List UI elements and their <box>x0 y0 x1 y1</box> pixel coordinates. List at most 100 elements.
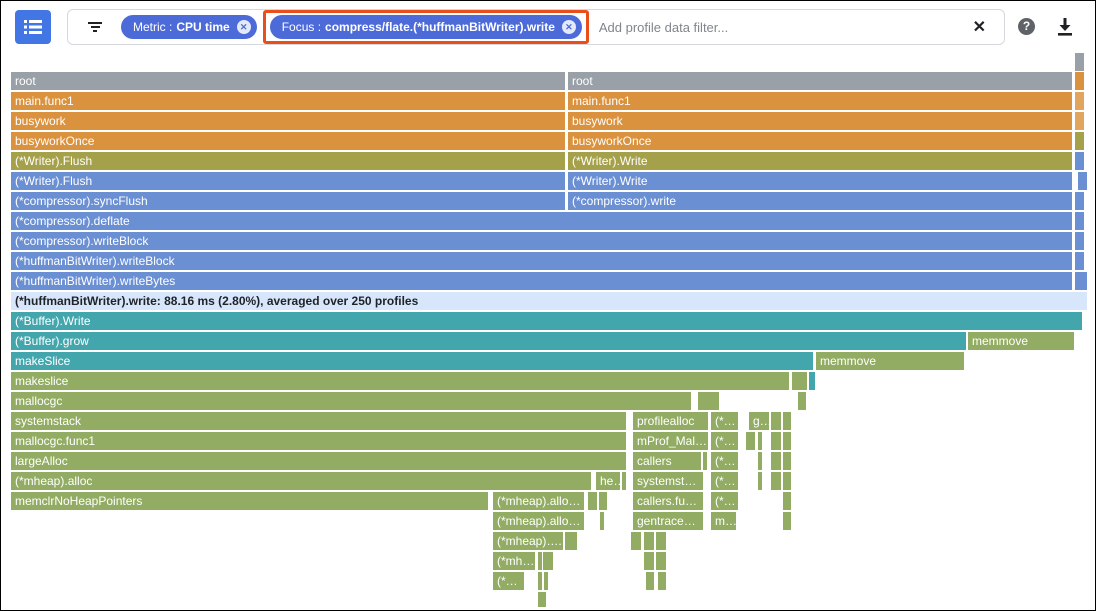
focus-chip[interactable]: Focus : compress/flate.(*huffmanBitWrite… <box>269 15 582 39</box>
flame-frame[interactable]: (*Buffer).grow <box>11 332 966 350</box>
flame-frame[interactable]: (*Writer).Flush <box>11 152 565 170</box>
flame-frame[interactable] <box>703 452 707 470</box>
flame-frame[interactable] <box>771 452 781 470</box>
flame-frame[interactable]: m… <box>711 512 736 530</box>
flame-frame[interactable]: (*compressor).syncFlush <box>11 192 565 210</box>
flame-frame[interactable]: mallocgc <box>11 392 691 410</box>
flame-frame[interactable]: memmove <box>968 332 1074 350</box>
flame-frame[interactable] <box>622 472 626 490</box>
flame-frame[interactable]: memmove <box>816 352 964 370</box>
flame-frame[interactable] <box>783 492 791 510</box>
flame-frame[interactable] <box>1075 53 1084 71</box>
flame-frame[interactable]: (*Writer).Write <box>568 172 1072 190</box>
flame-frame[interactable] <box>631 532 641 550</box>
flame-frame[interactable] <box>771 472 781 490</box>
flame-frame[interactable]: (*compressor).write <box>568 192 1072 210</box>
flame-frame[interactable] <box>1075 272 1087 290</box>
flame-frame[interactable]: systemst… <box>633 472 703 490</box>
flame-frame[interactable]: systemstack <box>11 412 626 430</box>
flame-frame[interactable] <box>809 372 815 390</box>
flame-frame[interactable] <box>783 512 791 530</box>
flame-frame[interactable] <box>644 532 654 550</box>
filter-input[interactable]: Add profile data filter... <box>598 19 729 35</box>
flame-frame[interactable] <box>1075 252 1084 270</box>
flame-frame[interactable] <box>758 432 762 450</box>
flame-frame[interactable] <box>565 532 569 550</box>
flame-frame[interactable]: main.func1 <box>11 92 565 110</box>
flame-frame[interactable]: (*… <box>493 572 524 590</box>
flame-frame[interactable]: (*compressor).deflate <box>11 212 1072 230</box>
help-icon[interactable]: ? <box>1018 18 1035 35</box>
flame-frame[interactable] <box>746 432 755 450</box>
flame-frame[interactable] <box>656 552 666 570</box>
flame-frame[interactable]: (*mheap).allo… <box>493 492 584 510</box>
flame-frame-focus[interactable]: (*huffmanBitWriter).write: 88.16 ms (2.8… <box>11 292 1087 310</box>
flame-frame[interactable] <box>1075 92 1084 110</box>
flame-frame[interactable]: mallocgc.func1 <box>11 432 626 450</box>
flame-frame[interactable] <box>783 472 791 490</box>
flame-frame[interactable]: callers <box>633 452 701 470</box>
flame-frame[interactable] <box>1075 72 1084 90</box>
flame-frame[interactable] <box>1075 192 1084 210</box>
flame-frame[interactable] <box>1075 152 1084 170</box>
flame-frame[interactable] <box>758 452 762 470</box>
flame-frame[interactable] <box>1075 212 1084 230</box>
flame-frame[interactable] <box>646 572 654 590</box>
flame-frame[interactable]: makeSlice <box>11 352 813 370</box>
flame-frame[interactable]: main.func1 <box>568 92 1072 110</box>
flame-frame[interactable]: g… <box>749 412 769 430</box>
flame-frame[interactable]: busywork <box>568 112 1072 130</box>
flame-frame[interactable]: (*mheap).alloc <box>11 472 591 490</box>
flame-frame[interactable] <box>783 452 791 470</box>
flame-frame[interactable]: callers.fu… <box>633 492 703 510</box>
flame-frame[interactable]: he… <box>596 472 620 490</box>
metric-chip-remove-icon[interactable]: ✕ <box>236 20 251 34</box>
flame-frame[interactable]: (*mheap)…. <box>493 532 563 550</box>
flame-frame[interactable]: (*Writer).Flush <box>11 172 565 190</box>
flame-frame[interactable]: (*huffmanBitWriter).writeBlock <box>11 252 1072 270</box>
flame-frame[interactable]: busyworkOnce <box>568 132 1072 150</box>
flame-frame[interactable] <box>783 412 791 430</box>
flame-frame[interactable] <box>1075 232 1084 250</box>
flame-frame[interactable]: memclrNoHeapPointers <box>11 492 488 510</box>
flame-frame[interactable]: (*… <box>711 472 738 490</box>
flame-frame[interactable] <box>588 492 597 510</box>
flame-frame[interactable]: (*… <box>711 432 738 450</box>
flame-frame[interactable] <box>698 392 719 410</box>
flame-frame[interactable] <box>771 412 781 430</box>
flame-frame[interactable]: (*Writer).Write <box>568 152 1072 170</box>
flame-frame[interactable] <box>644 552 654 570</box>
flame-frame[interactable] <box>599 492 607 510</box>
flame-frame[interactable]: (*Buffer).Write <box>11 312 1082 330</box>
flame-frame[interactable]: (*… <box>711 492 738 510</box>
profile-list-button[interactable] <box>15 10 51 44</box>
metric-chip[interactable]: Metric : CPU time ✕ <box>121 15 257 39</box>
download-icon[interactable] <box>1056 17 1074 36</box>
flame-frame[interactable]: (*compressor).writeBlock <box>11 232 1072 250</box>
flame-frame[interactable]: (*mh… <box>493 552 535 570</box>
flame-frame[interactable]: gentrace… <box>633 512 703 530</box>
flame-frame[interactable] <box>543 552 553 570</box>
flame-frame[interactable] <box>538 552 542 570</box>
flame-frame[interactable]: busyworkOnce <box>11 132 565 150</box>
flame-frame[interactable] <box>658 572 666 590</box>
flame-frame[interactable] <box>538 572 542 590</box>
flame-frame[interactable]: profilealloc <box>633 412 708 430</box>
flame-frame[interactable] <box>544 572 548 590</box>
flame-frame[interactable]: (*… <box>711 452 738 470</box>
flame-frame[interactable] <box>538 592 546 607</box>
flame-frame[interactable]: mProf_Mal… <box>633 432 708 450</box>
flame-frame[interactable]: (*… <box>711 412 738 430</box>
flame-frame[interactable]: largeAlloc <box>11 452 626 470</box>
flame-frame[interactable] <box>798 392 806 410</box>
flame-frame[interactable] <box>1075 112 1084 130</box>
flame-frame[interactable] <box>573 532 577 550</box>
flame-frame[interactable]: busywork <box>11 112 565 130</box>
flame-frame[interactable]: root <box>568 72 1072 90</box>
focus-chip-remove-icon[interactable]: ✕ <box>561 20 576 34</box>
flame-frame[interactable] <box>792 372 807 390</box>
flame-frame[interactable] <box>656 532 666 550</box>
flame-frame[interactable]: (*mheap).allo… <box>493 512 584 530</box>
flame-frame[interactable] <box>783 432 791 450</box>
flame-frame[interactable]: makeslice <box>11 372 789 390</box>
